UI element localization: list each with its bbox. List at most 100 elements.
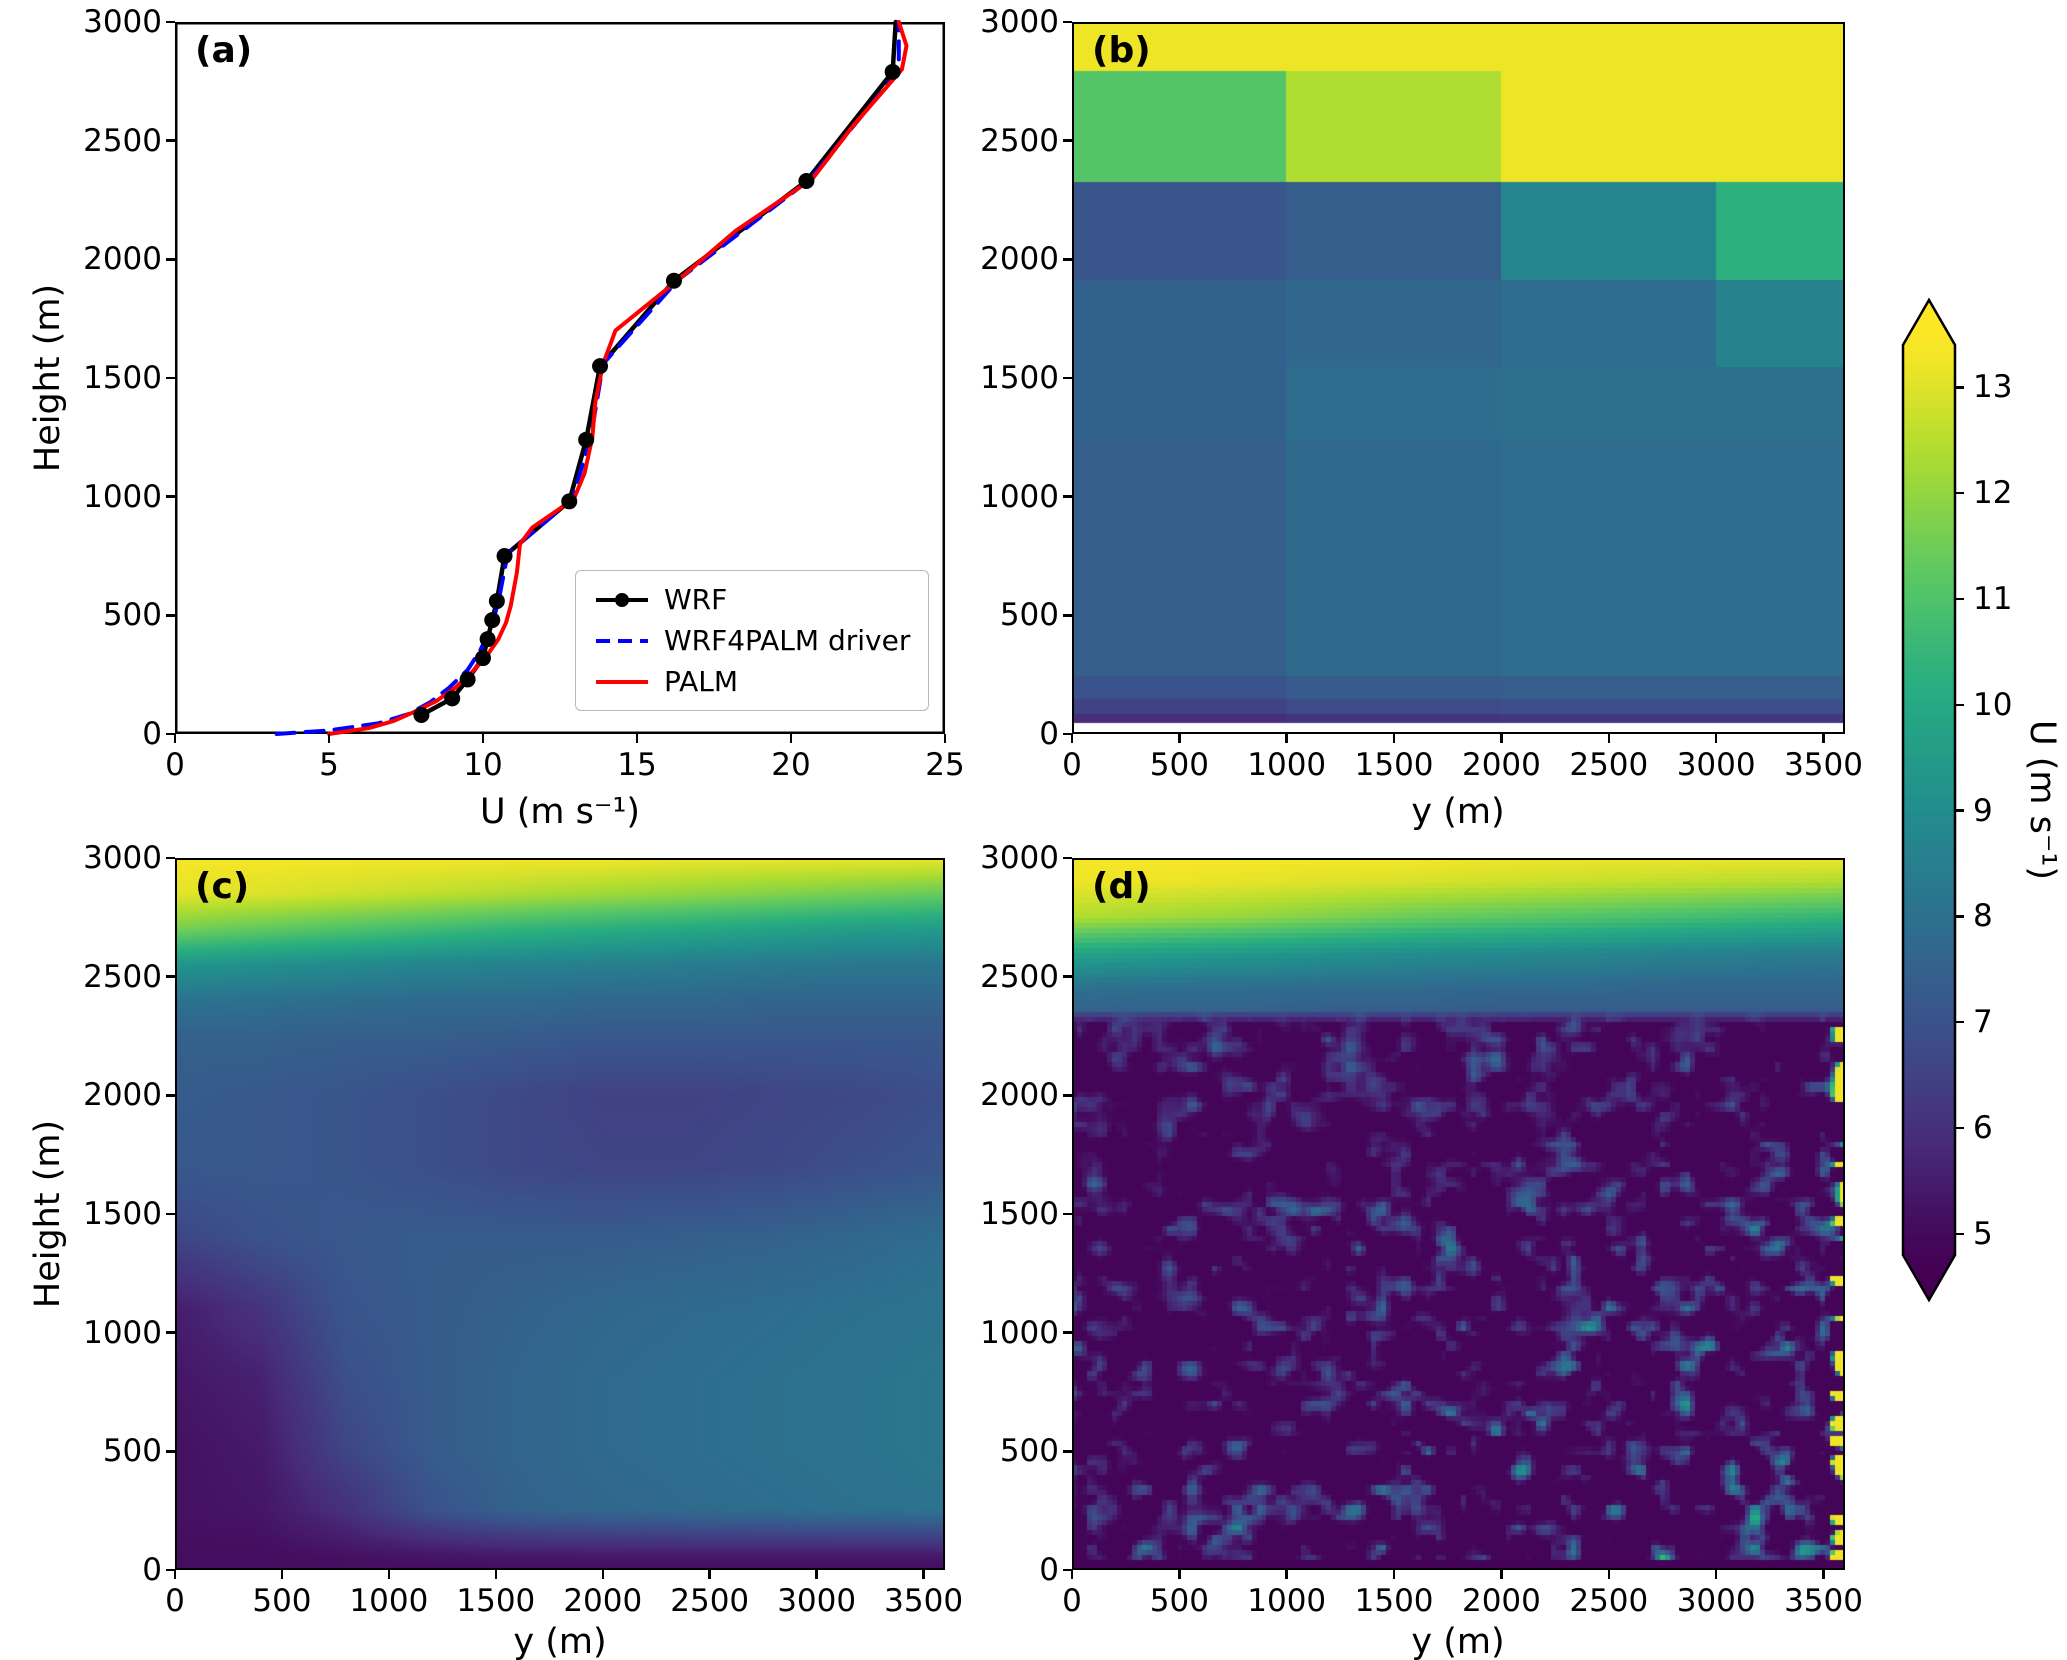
wrf-marker — [413, 707, 430, 724]
x-tick — [943, 734, 947, 743]
y-tick-label: 0 — [1039, 1552, 1059, 1588]
x-tick — [1178, 734, 1181, 743]
x-tick — [922, 1570, 925, 1579]
y-tick-label: 0 — [1039, 716, 1059, 752]
wrf-marker — [475, 650, 491, 667]
x-tick — [1285, 1570, 1288, 1579]
panel-d: (d) 0 500 1000 1500 2000 2500 3000 3500 0 500 1000… — [980, 840, 1863, 1619]
colorbar-gradient — [1901, 297, 1957, 1303]
wrf-marker — [484, 612, 501, 629]
panel-d-heatmap — [1072, 858, 1845, 1570]
legend-label: PALM — [664, 665, 739, 698]
y-tick — [166, 139, 175, 142]
x-tick — [1714, 1570, 1718, 1579]
panel-c-xlabel: y (m) — [513, 1622, 607, 1660]
colorbar-tick — [1955, 1232, 1964, 1236]
y-tick-label: 2000 — [980, 241, 1059, 278]
y-tick-label: 1000 — [83, 478, 162, 515]
y-tick-label: 500 — [999, 1433, 1059, 1470]
legend-line-palm — [596, 679, 648, 684]
y-tick-label: 500 — [999, 597, 1059, 634]
y-tick — [1063, 1094, 1072, 1097]
y-tick — [1063, 139, 1072, 142]
wrf-marker — [459, 671, 476, 688]
wrf-marker — [884, 63, 901, 80]
colorbar-tick — [1955, 491, 1964, 495]
colorbar-tick-label: 11 — [1973, 580, 2013, 617]
colorbar-label: U (m s⁻¹) — [2022, 719, 2062, 881]
y-tick — [166, 614, 175, 617]
x-tick — [1500, 734, 1503, 743]
y-tick-label: 500 — [102, 1433, 162, 1470]
x-tick — [280, 1570, 284, 1579]
colorbar-tick-label: 8 — [1973, 898, 1993, 935]
legend-row: PALM — [594, 665, 910, 698]
colorbar-tick-label: 10 — [1973, 686, 2013, 723]
x-tick-label: 3500 — [1784, 1583, 1863, 1619]
y-tick-label: 1000 — [980, 1314, 1059, 1351]
colorbar-tick — [1955, 597, 1964, 601]
y-tick — [166, 1568, 175, 1572]
y-tick — [1063, 495, 1072, 498]
panel-a-letter: (a) — [195, 30, 253, 71]
y-tick-label: 2500 — [83, 958, 162, 995]
x-tick — [173, 1570, 177, 1579]
y-tick-label: 500 — [102, 597, 162, 634]
wrf-marker — [665, 272, 682, 289]
panel-d-xlabel: y (m) — [1411, 1622, 1505, 1660]
panel-b-xlabel: y (m) — [1411, 792, 1505, 832]
legend-label: WRF — [664, 583, 728, 616]
colorbar-tick — [1955, 1020, 1964, 1024]
x-tick — [1070, 1570, 1074, 1579]
x-tick — [1392, 1570, 1396, 1579]
x-tick-label: 1000 — [1247, 1583, 1327, 1619]
legend-row: WRF4PALM driver — [594, 624, 910, 657]
wrf-marker — [592, 358, 609, 375]
x-tick-label: 2000 — [1461, 1583, 1541, 1619]
y-tick-label: 1000 — [83, 1314, 162, 1351]
colorbar-tick — [1955, 386, 1964, 389]
x-tick-label: 1500 — [1354, 747, 1434, 783]
x-tick-label: 1000 — [349, 1583, 429, 1619]
y-tick — [166, 376, 175, 380]
y-tick-label: 1000 — [980, 478, 1059, 515]
y-tick-label: 2000 — [83, 1077, 162, 1114]
x-tick-label: 20 — [771, 747, 811, 783]
y-tick-label: 3000 — [980, 4, 1059, 40]
panel-c-letter: (c) — [195, 866, 250, 907]
y-tick-label: 3000 — [980, 840, 1059, 876]
colorbar-tick — [1955, 1126, 1964, 1130]
x-tick-label: 2500 — [1569, 1583, 1649, 1619]
x-tick — [481, 734, 485, 743]
x-tick — [1822, 734, 1825, 743]
y-tick — [166, 1331, 175, 1334]
panel-b: (b) 0 500 1000 1500 2000 2500 3000 3500 0 500 1000… — [980, 4, 1863, 783]
x-tick-label: 3000 — [1676, 747, 1756, 783]
colorbar-shape — [1901, 297, 1957, 1303]
x-tick — [1500, 1570, 1503, 1579]
x-tick — [387, 1570, 391, 1579]
colorbar-tick-label: 5 — [1973, 1215, 1993, 1252]
y-tick-label: 1500 — [980, 1196, 1059, 1232]
panel-a-legend: WRF WRF4PALM driver PALM — [575, 570, 930, 711]
x-tick — [1392, 734, 1396, 743]
wrf-marker — [578, 431, 595, 448]
panel-d-letter: (d) — [1092, 866, 1151, 907]
x-tick-label: 3000 — [777, 1583, 857, 1619]
wrf-marker — [798, 173, 815, 190]
x-tick — [1714, 734, 1718, 743]
x-tick — [1285, 734, 1288, 743]
x-tick — [1178, 1570, 1181, 1579]
x-tick-label: 10 — [463, 747, 503, 783]
panel-a-plot — [175, 19, 945, 736]
wrf-marker — [479, 631, 496, 648]
x-tick — [173, 734, 177, 743]
y-tick — [1063, 20, 1072, 24]
x-tick-label: 1500 — [1354, 1583, 1434, 1619]
y-tick-label: 2500 — [83, 122, 162, 159]
x-tick — [601, 1570, 605, 1579]
colorbar-tick — [1955, 703, 1964, 707]
colorbar-tick — [1955, 809, 1964, 812]
wrf-marker — [496, 548, 513, 564]
